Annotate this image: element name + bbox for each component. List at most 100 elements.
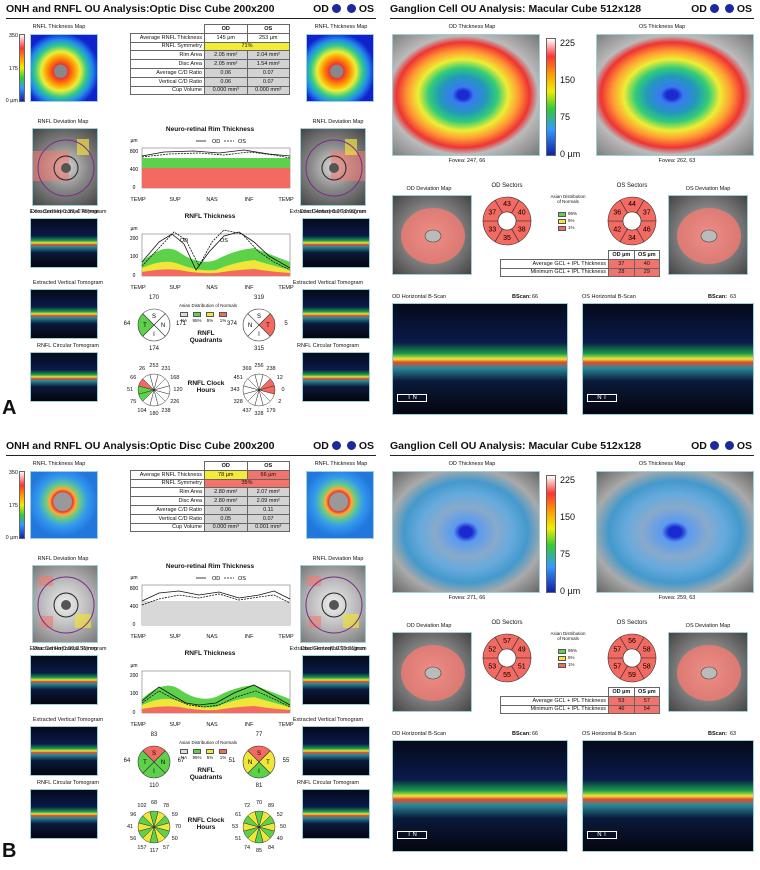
y-tick: 200 [130,673,139,679]
clock-value: 238 [266,366,276,373]
gc-distribution-swatch [558,649,566,654]
od-value: 0.000 mm³ [204,522,248,533]
clock-value: 451 [233,375,243,381]
od-circular-tomogram [30,352,98,402]
rim-x-axis: TEMP SUP NAS INF TEMP [130,634,296,642]
clock-value: 56 [130,836,137,842]
table-row: Average C/D Ratio 0.06 0.11 [130,504,290,515]
os-gc-thickness-map-label: OS Thickness Map [638,461,686,467]
os-vertical-tomogram [302,726,370,776]
table-header-cell: OD [204,461,248,471]
distribution-title: Asian Distribution of Normals [178,740,238,745]
x-tick-label: INF [244,285,254,291]
clock-value: 75 [130,399,137,405]
table-row-label: Disc Area [130,496,205,506]
rnfl-unit: µm [130,663,137,669]
x-tick-label: TEMP [130,634,146,640]
quad-value-i: 81 [255,783,263,789]
os-horizontal-tomogram [302,655,370,705]
os-disc-center: Disc Center(0.03,0.21)mm [300,646,366,652]
clock-value: 157 [137,844,147,851]
table-row: Vertical C/D Ratio 0.06 0.07 [130,76,290,87]
distribution-swatch [193,312,201,317]
os-dot-icon [346,4,356,13]
table-row-label: RNFL Symmetry [130,41,205,52]
clock-value: 102 [137,803,147,810]
os-gc-deviation-label: OS Deviation Map [685,186,731,192]
os-label: OS [358,3,374,15]
od-gcl-value: 53 [608,695,635,706]
quad-value-i: 174 [148,346,159,352]
inline-od: OD [180,238,188,244]
rnfl-thickness-chart: µm 200 100 0 OD OS [130,226,291,279]
quad-value-i: 315 [253,346,264,352]
gc-deviation-overlay [677,645,741,701]
gc-sector-value: 58 [643,647,651,654]
od-gc-deviation-label: OD Deviation Map [406,623,452,629]
table-row-label: Vertical C/D Ratio [130,76,205,87]
distribution-swatch [180,749,188,754]
rnfl-x-axis: TEMP SUP NAS INF TEMP [130,722,296,730]
table-row: Minimum GCL + IPL Thickness 28 29 [500,267,661,278]
od-value: 0.000 mm³ [204,85,248,96]
os-value: 0.11 [246,504,290,515]
od-bscan-number: 66 [532,731,539,737]
y-tick: 400 [130,604,139,610]
os-bscan-number: 63 [730,731,737,737]
od-bscan-label: OD Horizontal B-Scan [392,294,447,300]
clock-value: 168 [170,375,180,381]
os-horizontal-tomogram [302,218,370,268]
clock-value: 238 [161,407,171,414]
od-value: 78 µm [204,469,248,480]
distribution-swatch [206,749,214,754]
quadrant-letter: T [143,760,147,766]
os-deviation-label: RNFL Deviation Map [312,119,364,125]
gc-distribution-tick: 5% [568,218,575,223]
od-bscan-number: 66 [532,294,539,300]
od-value: 2.80 mm² [204,487,248,498]
gc-sector-value: 59 [628,672,636,679]
panel-letter: A [2,397,17,419]
legend-od: OD [212,139,220,145]
od-value: 2.80 mm² [204,496,248,506]
os-value: 0.000 mm³ [246,85,290,96]
table-row: Cup Volume 0.000 mm³ 0.000 mm³ [130,85,290,96]
table-row: Disc Area 2.80 mm² 2.09 mm² [130,496,290,506]
os-rnfl-thickness-map [306,34,374,102]
y-tick: 800 [130,586,139,592]
gc-scale-tick: 225 [560,38,576,48]
os_sec-label: OS Sectors [616,620,648,626]
x-tick-label: SUP [169,285,181,291]
clock-value: 120 [173,387,183,393]
gc-deviation-overlay [401,645,465,701]
rnfl-clock-diagram [137,373,171,407]
clock-value: 104 [137,407,147,414]
gcl-row-label: Minimum GCL + IPL Thickness [500,704,609,715]
distribution-tick: 5% [206,318,214,323]
table-row: RNFL Symmetry 35% [130,478,290,489]
x-tick-label: SUP [169,197,181,203]
clock-value: 53 [231,824,239,830]
y-tick: 0 [133,622,136,628]
os-label: OS [736,3,752,15]
clock-value: 66 [130,375,137,381]
os-gc-thickness-map [596,471,754,593]
x-tick-label: TEMP [130,197,146,203]
table-row-label: Rim Area [130,487,205,498]
table-row-label: Average C/D Ratio [130,67,205,78]
gc-sector-value: 43 [503,201,511,208]
table-row-label: Average RNFL Thickness [130,32,205,43]
os-disc-center: Disc Center(-0.06,0.00)mm [299,209,367,215]
quadrant-letter: N [161,760,165,766]
rim-thickness-chart: µm OD OS 800 400 0 [130,138,291,191]
gcl-row-label: Average GCL + IPL Thickness [500,695,609,706]
quad-value-left: 51 [228,758,236,764]
od-gc-thickness-map [392,34,540,156]
os-gcl-value: 29 [633,267,661,278]
y-tick: 800 [130,149,139,155]
od-gcl-value: 28 [608,267,635,278]
gc-sector-value: 34 [628,235,636,242]
gc-sector-value: 46 [643,227,651,234]
od-gcl-value: 37 [608,258,635,269]
